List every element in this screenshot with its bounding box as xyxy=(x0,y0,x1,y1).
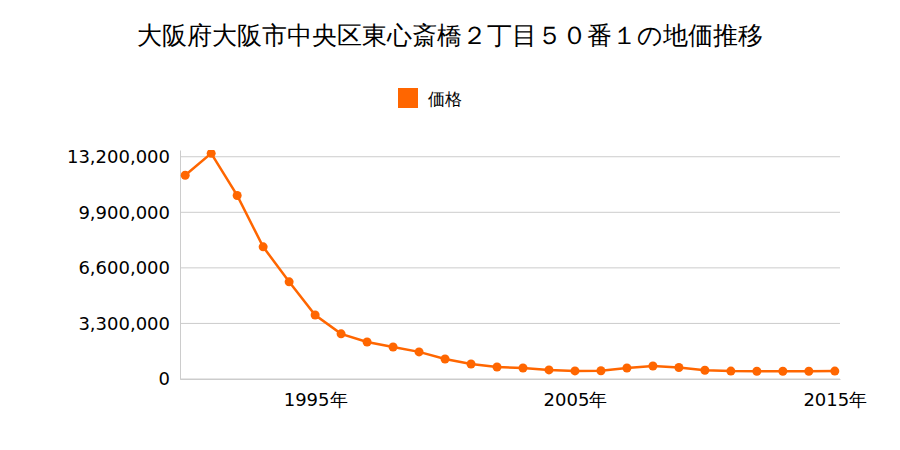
point xyxy=(415,347,424,356)
legend: 価格 xyxy=(398,88,462,109)
y-tick-label: 13,200,000 xyxy=(67,146,170,167)
point xyxy=(648,362,657,371)
point xyxy=(596,366,605,375)
x-tick-label: 2005年 xyxy=(544,389,608,410)
y-tick-label: 6,600,000 xyxy=(78,257,170,278)
point xyxy=(337,329,346,338)
point xyxy=(570,366,579,375)
y-tick-label: 0 xyxy=(159,368,170,389)
x-tick: 1995年 xyxy=(284,379,348,410)
point xyxy=(285,277,294,286)
y-tick-label: 9,900,000 xyxy=(78,202,170,223)
y-tick: 0 xyxy=(159,368,180,389)
point xyxy=(441,354,450,363)
x-tick: 2005年 xyxy=(544,379,608,410)
x-axis-line xyxy=(181,379,841,380)
series-line xyxy=(185,153,835,371)
legend-swatch xyxy=(398,88,418,108)
y-tick: 6,600,000 xyxy=(78,257,180,278)
point xyxy=(752,367,761,376)
point xyxy=(622,364,631,373)
point xyxy=(700,366,709,375)
title: 大阪府大阪市中央区東心斎橋２丁目５０番１の地価推移 xyxy=(137,21,763,50)
y-tick: 9,900,000 xyxy=(78,202,180,223)
point xyxy=(830,367,839,376)
point xyxy=(389,343,398,352)
point xyxy=(804,367,813,376)
x-axis: 1995年 2005年 2015年 xyxy=(181,379,868,410)
point xyxy=(467,360,476,369)
point xyxy=(726,367,735,376)
point xyxy=(207,150,216,158)
x-tick-label: 2015年 xyxy=(803,389,867,410)
y-tick-label: 3,300,000 xyxy=(78,313,170,334)
point xyxy=(544,365,553,374)
x-tick-label: 1995年 xyxy=(284,389,348,410)
point xyxy=(493,363,502,372)
point xyxy=(363,337,372,346)
x-tick: 2015年 xyxy=(803,379,867,410)
point xyxy=(778,367,787,376)
point xyxy=(181,171,190,180)
y-axis: 0 3,300,000 6,600,000 9,900,000 13,200,000 xyxy=(67,146,181,389)
legend-label: 価格 xyxy=(428,89,462,109)
y-tick: 3,300,000 xyxy=(78,313,180,334)
chart: 大阪府大阪市中央区東心斎橋２丁目５０番１の地価推移価格 0 3,300,000 6,6… xyxy=(0,0,900,450)
grid-line xyxy=(180,212,840,213)
point xyxy=(233,191,242,200)
point xyxy=(674,363,683,372)
grid-line xyxy=(180,379,840,380)
point xyxy=(518,364,527,373)
grid-line xyxy=(180,156,840,157)
plot-area xyxy=(181,150,840,376)
grid-line xyxy=(180,323,840,324)
point xyxy=(311,311,320,320)
point xyxy=(259,242,268,251)
y-axis-line xyxy=(180,151,181,380)
y-tick: 13,200,000 xyxy=(67,146,180,167)
